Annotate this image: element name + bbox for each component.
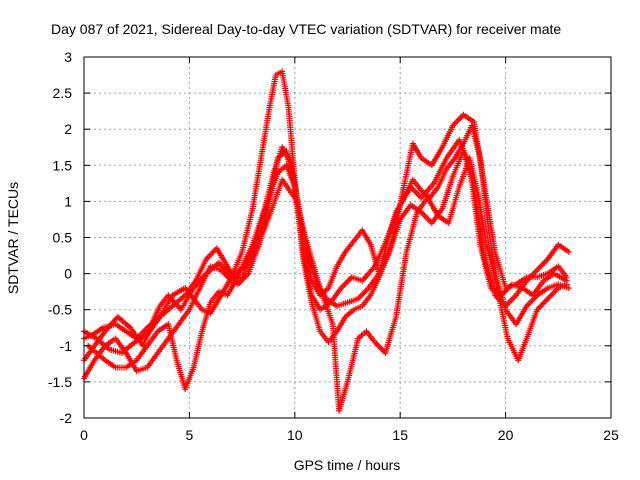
y-tick-label: -1.5 xyxy=(48,374,72,390)
x-axis-label: GPS time / hours xyxy=(294,457,401,473)
x-tick-label: 25 xyxy=(603,427,619,443)
x-tick-label: 15 xyxy=(392,427,408,443)
grid xyxy=(84,57,611,418)
series-track-e xyxy=(81,155,570,414)
y-tick-label: 0 xyxy=(64,266,72,282)
axis-ticks: 0 5 10 15 20 25 -2 -1.5 -1 -0.5 0 0.5 1 1.5 2 2.5 3 xyxy=(48,49,619,443)
y-axis-label: SDTVAR / TECUs xyxy=(5,182,21,294)
x-tick-label: 20 xyxy=(498,427,514,443)
y-tick-label: 2.5 xyxy=(53,85,73,101)
y-tick-label: 3 xyxy=(64,49,72,65)
data-point xyxy=(563,281,570,288)
data-point xyxy=(565,285,572,292)
x-tick-label: 5 xyxy=(186,427,194,443)
y-tick-label: -0.5 xyxy=(48,302,72,318)
y-tick-label: -1 xyxy=(60,338,73,354)
y-tick-label: -2 xyxy=(60,410,73,426)
x-tick-label: 10 xyxy=(287,427,303,443)
data-point xyxy=(563,274,570,281)
series-track-c xyxy=(81,68,570,357)
y-tick-label: 0.5 xyxy=(53,230,73,246)
y-tick-label: 2 xyxy=(64,121,72,137)
data-points xyxy=(81,68,572,414)
y-tick-label: 1 xyxy=(64,193,72,209)
data-point xyxy=(565,248,572,255)
plot-frame xyxy=(83,56,612,419)
chart-title: Day 087 of 2021, Sidereal Day-to-day VTE… xyxy=(51,21,561,37)
y-tick-label: 1.5 xyxy=(53,157,73,173)
x-tick-label: 0 xyxy=(80,427,88,443)
